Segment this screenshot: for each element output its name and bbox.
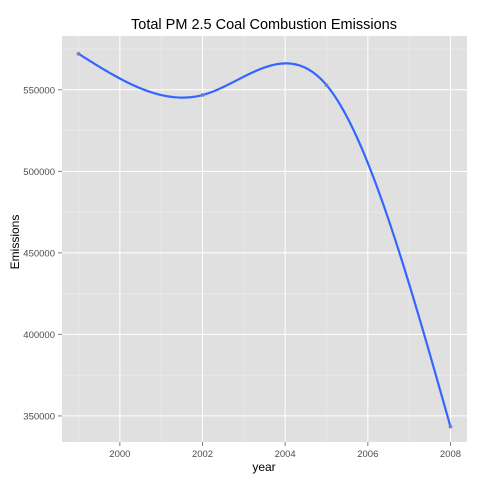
x-tick-label: 2008 bbox=[440, 449, 461, 460]
major-gridlines bbox=[62, 36, 467, 442]
y-axis-ticks: 350000 400000 450000 500000 550000 bbox=[23, 85, 62, 422]
minor-gridlines bbox=[62, 36, 467, 442]
data-points bbox=[76, 51, 453, 429]
data-point bbox=[76, 51, 81, 56]
x-tick-label: 2000 bbox=[109, 449, 130, 460]
y-tick-label: 550000 bbox=[23, 85, 55, 96]
y-tick-label: 450000 bbox=[23, 248, 55, 259]
series-layer bbox=[77, 52, 452, 428]
x-tick-label: 2006 bbox=[357, 449, 378, 460]
x-axis-ticks: 2000 2002 2004 2006 2008 bbox=[109, 442, 461, 460]
plot-panel bbox=[62, 36, 467, 442]
y-axis-label: Emissions bbox=[8, 215, 22, 270]
data-point bbox=[448, 424, 453, 429]
chart-title: Total PM 2.5 Coal Combustion Emissions bbox=[131, 17, 397, 33]
y-tick-label: 400000 bbox=[23, 330, 55, 341]
x-axis-label: year bbox=[252, 460, 275, 474]
y-tick-label: 500000 bbox=[23, 167, 55, 178]
data-point bbox=[324, 83, 329, 88]
x-tick-label: 2002 bbox=[192, 449, 213, 460]
y-tick-label: 350000 bbox=[23, 411, 55, 422]
series-line bbox=[77, 52, 452, 428]
data-point bbox=[200, 93, 205, 98]
x-tick-label: 2004 bbox=[275, 449, 296, 460]
